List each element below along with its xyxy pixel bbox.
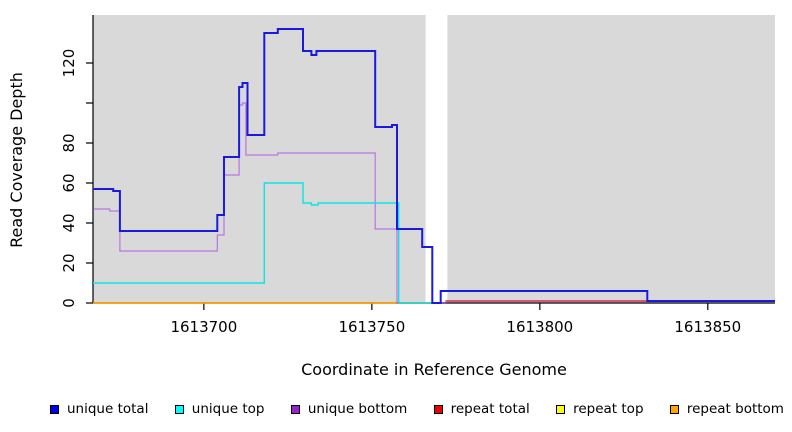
y-tick-label: 60 [60, 173, 78, 192]
legend-swatch-unique-bottom [290, 404, 300, 414]
x-tick-label: 1613800 [506, 318, 573, 336]
legend-swatch-repeat-bottom [669, 404, 679, 414]
legend-label: repeat top [573, 401, 644, 417]
legend-swatch-unique-total [50, 404, 59, 414]
legend-label: repeat total [450, 401, 530, 417]
y-tick-label: 20 [60, 253, 78, 272]
series-line-unique-total [93, 28, 775, 304]
y-tick-label: 40 [60, 213, 78, 232]
legend-label: unique total [67, 401, 149, 417]
x-tick-label: 1613850 [674, 318, 741, 336]
legend-label: repeat bottom [686, 401, 784, 417]
series-line-unique-top [93, 182, 433, 304]
legend-item-unique-total: unique total [50, 401, 148, 417]
legend-swatch-repeat-total [433, 404, 443, 414]
legend-item-repeat-total: repeat total [433, 401, 530, 417]
panel-background [93, 15, 426, 303]
y-tick-label: 120 [60, 49, 78, 78]
legend: unique total unique top unique bottom repea… [50, 401, 784, 417]
legend-item-repeat-top: repeat top [556, 401, 644, 417]
legend-item-unique-top: unique top [174, 401, 265, 417]
legend-label: unique top [191, 401, 265, 417]
legend-item-repeat-bottom: repeat bottom [669, 401, 784, 417]
y-tick-label: 80 [60, 133, 78, 152]
legend-swatch-repeat-top [556, 404, 566, 414]
legend-item-unique-bottom: unique bottom [290, 401, 408, 417]
x-tick-label: 1613750 [338, 318, 405, 336]
legend-swatch-unique-top [174, 404, 184, 414]
y-tick-label: 0 [60, 298, 78, 308]
x-tick-label: 1613700 [170, 318, 237, 336]
panel-background [447, 15, 775, 303]
legend-label: unique bottom [307, 401, 408, 417]
series-line-unique-bottom [93, 102, 775, 304]
x-axis-title: Coordinate in Reference Genome [301, 360, 567, 379]
y-axis-title: Read Coverage Depth [7, 72, 26, 248]
